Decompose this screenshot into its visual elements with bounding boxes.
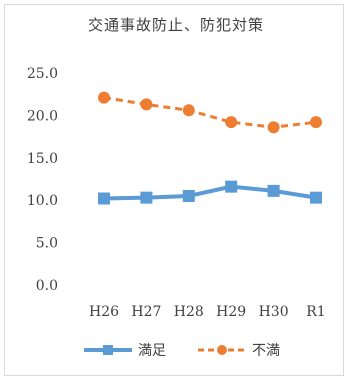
- y-tick-label: 15.0: [27, 151, 58, 167]
- data-point-manzoku: [98, 192, 110, 205]
- data-point-fuman: [140, 98, 153, 111]
- y-tick-label: 5.0: [36, 236, 58, 252]
- data-point-manzoku: [310, 191, 322, 204]
- y-tick-label: 0.0: [36, 278, 58, 294]
- y-tick-label: 25.0: [27, 66, 58, 82]
- y-tick-label: 20.0: [27, 108, 58, 124]
- chart-frame: [4, 4, 344, 376]
- legend-label-fuman: 不満: [252, 343, 280, 359]
- legend: 満足 不満: [0, 338, 352, 362]
- legend-item-fuman: 不満: [196, 338, 280, 362]
- data-point-fuman: [267, 121, 280, 134]
- series-line-fuman: [103, 96, 317, 129]
- data-point-manzoku: [140, 191, 153, 204]
- legend-swatch-manzoku: [84, 345, 132, 355]
- data-point-fuman: [225, 116, 238, 129]
- legend-swatch-fuman: [198, 345, 246, 355]
- series-line-manzoku: [103, 184, 317, 201]
- legend-label-manzoku: 満足: [138, 343, 166, 359]
- y-tick-label: 10.0: [27, 193, 58, 209]
- data-point-fuman: [182, 104, 195, 117]
- legend-item-manzoku: 満足: [82, 338, 166, 362]
- x-tick-label: H26: [89, 304, 119, 320]
- x-tick-label: H30: [259, 304, 289, 320]
- chart-title: 交通事故防止、防犯対策: [87, 16, 264, 34]
- x-tick-label: H29: [216, 304, 246, 320]
- data-point-fuman: [310, 116, 322, 129]
- data-point-manzoku: [182, 189, 195, 202]
- x-tick-label: H28: [174, 304, 204, 320]
- x-tick-label: H27: [131, 304, 161, 320]
- data-point-manzoku: [267, 184, 280, 197]
- data-point-fuman: [98, 91, 110, 104]
- data-point-manzoku: [225, 180, 238, 193]
- x-tick-label: R1: [306, 304, 325, 320]
